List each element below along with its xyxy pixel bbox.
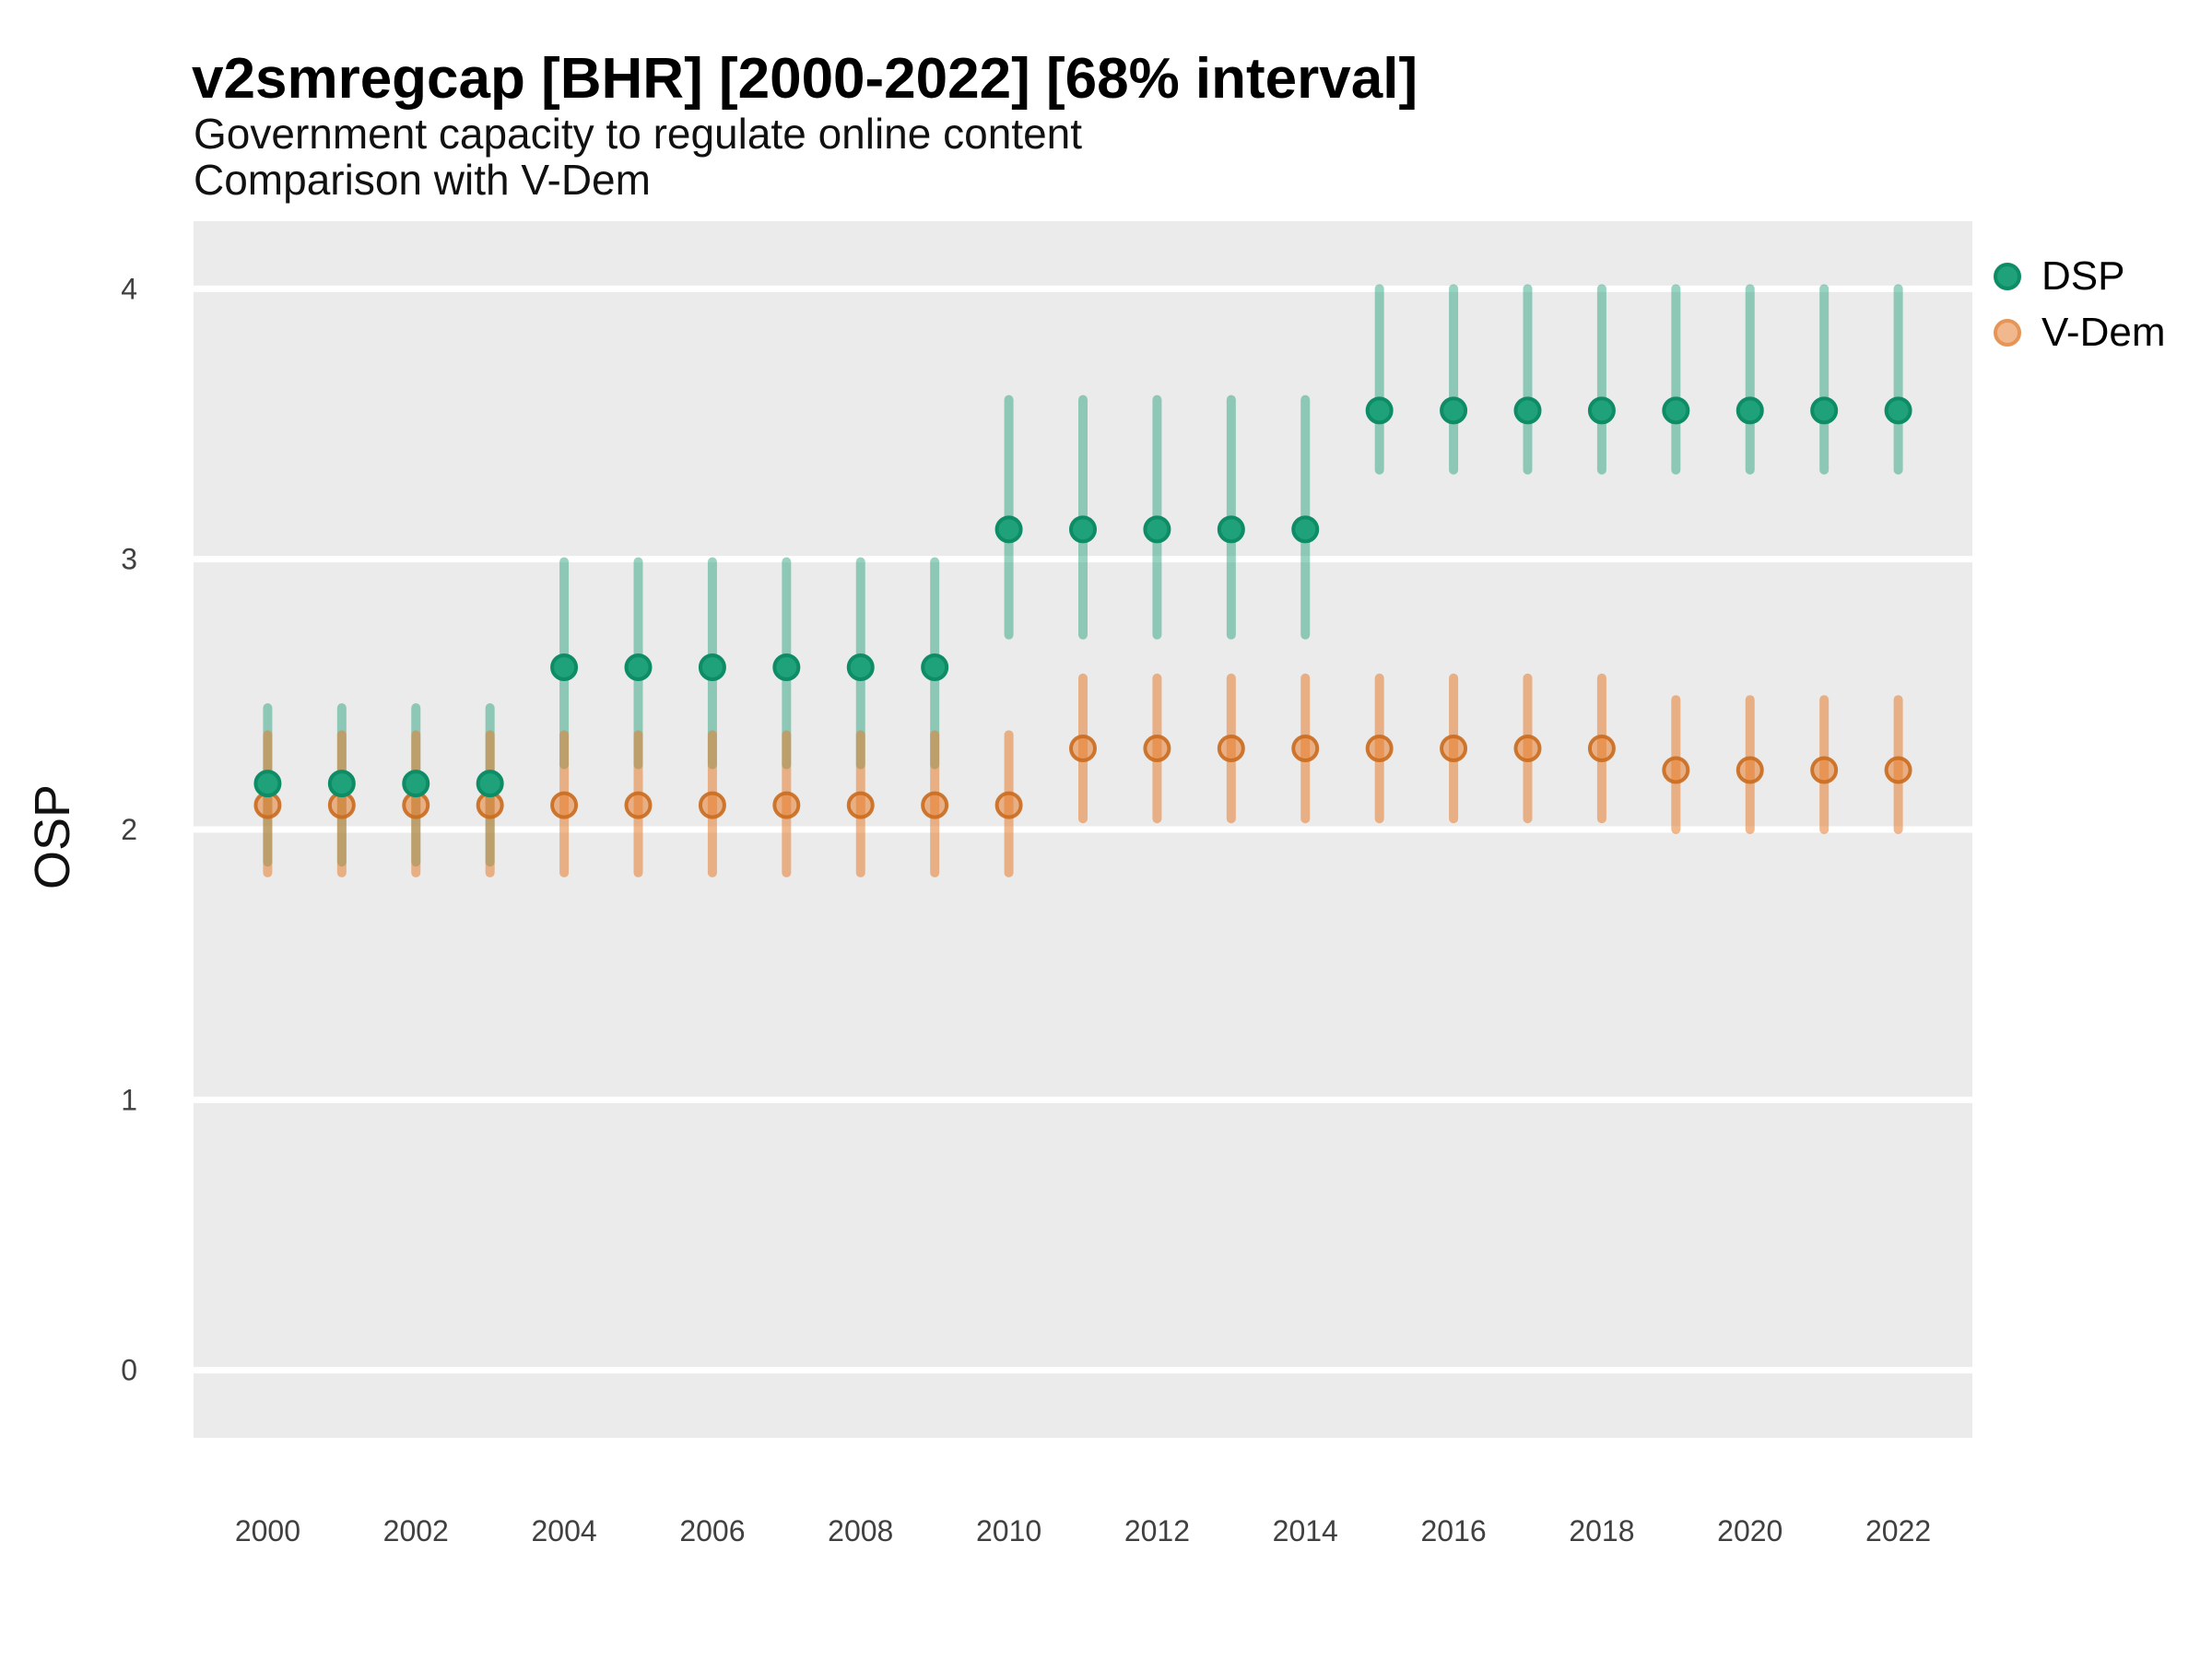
- legend-entry-dsp: DSP: [1994, 256, 2124, 297]
- vdem-point-2005: [624, 791, 653, 819]
- y-tick-label-3: 3: [121, 543, 137, 576]
- vdem-point-2006: [698, 791, 726, 819]
- x-tick-label-2016: 2016: [1420, 1514, 1486, 1547]
- vdem-point-2014: [1291, 735, 1320, 762]
- dsp-point-2022: [1884, 396, 1912, 425]
- x-tick-label-2002: 2002: [383, 1514, 449, 1547]
- y-tick-label-2: 2: [121, 813, 137, 846]
- dsp-point-2011: [1069, 515, 1097, 544]
- dsp-point-2021: [1810, 396, 1839, 425]
- chart-subtitle-line2: Comparison with V-Dem: [194, 156, 651, 204]
- x-tick-label-2004: 2004: [531, 1514, 596, 1547]
- vdem-point-2010: [994, 791, 1023, 819]
- y-tick-label-0: 0: [121, 1354, 137, 1387]
- dsp-point-2005: [624, 653, 653, 681]
- dsp-point-2015: [1365, 396, 1394, 425]
- dsp-point-2009: [921, 653, 949, 681]
- vdem-point-2016: [1440, 735, 1468, 762]
- dsp-point-2012: [1143, 515, 1171, 544]
- dsp-point-2004: [550, 653, 579, 681]
- dsp-point-2003: [476, 770, 504, 798]
- legend-label-dsp: DSP: [2041, 253, 2125, 299]
- vdem-point-2022: [1884, 756, 1912, 784]
- x-tick-label-2014: 2014: [1273, 1514, 1338, 1547]
- chart-subtitle-line1: Government capacity to regulate online c…: [194, 110, 1083, 158]
- x-tick-label-2010: 2010: [976, 1514, 1041, 1547]
- x-tick-label-2008: 2008: [828, 1514, 893, 1547]
- y-tick-label-1: 1: [121, 1083, 137, 1116]
- vdem-point-2012: [1143, 735, 1171, 762]
- y-tick-label-4: 4: [121, 272, 137, 305]
- dsp-point-2016: [1440, 396, 1468, 425]
- dsp-point-2013: [1217, 515, 1245, 544]
- dsp-point-2018: [1587, 396, 1616, 425]
- dsp-point-2001: [327, 770, 356, 798]
- legend-marker-dsp: [1994, 263, 2021, 290]
- vdem-point-2009: [921, 791, 949, 819]
- x-tick-label-2018: 2018: [1569, 1514, 1634, 1547]
- dsp-point-2014: [1291, 515, 1320, 544]
- vdem-point-2017: [1513, 735, 1542, 762]
- x-tick-label-2006: 2006: [679, 1514, 745, 1547]
- vdem-point-2011: [1069, 735, 1097, 762]
- vdem-point-2019: [1662, 756, 1690, 784]
- dsp-point-2002: [402, 770, 430, 798]
- x-tick-label-2022: 2022: [1865, 1514, 1931, 1547]
- chart-title: v2smregcap [BHR] [2000-2022] [68% interv…: [192, 47, 1418, 111]
- vdem-point-2013: [1217, 735, 1245, 762]
- vdem-point-2004: [550, 791, 579, 819]
- dsp-point-2006: [698, 653, 726, 681]
- dsp-point-2007: [772, 653, 801, 681]
- dsp-point-2017: [1513, 396, 1542, 425]
- dsp-point-2019: [1662, 396, 1690, 425]
- legend-label-vdem: V-Dem: [2041, 310, 2166, 355]
- vdem-point-2021: [1810, 756, 1839, 784]
- vdem-point-2018: [1587, 735, 1616, 762]
- vdem-point-2020: [1735, 756, 1764, 784]
- dsp-point-2010: [994, 515, 1023, 544]
- legend-entry-vdem: V-Dem: [1994, 312, 2165, 353]
- vdem-point-2015: [1365, 735, 1394, 762]
- vdem-point-2008: [846, 791, 875, 819]
- vdem-point-2007: [772, 791, 801, 819]
- dsp-point-2020: [1735, 396, 1764, 425]
- dsp-point-2008: [846, 653, 875, 681]
- x-tick-label-2020: 2020: [1717, 1514, 1783, 1547]
- legend-marker-vdem: [1994, 319, 2021, 347]
- x-tick-label-2000: 2000: [235, 1514, 300, 1547]
- x-tick-label-2012: 2012: [1124, 1514, 1190, 1547]
- dsp-point-2000: [253, 770, 282, 798]
